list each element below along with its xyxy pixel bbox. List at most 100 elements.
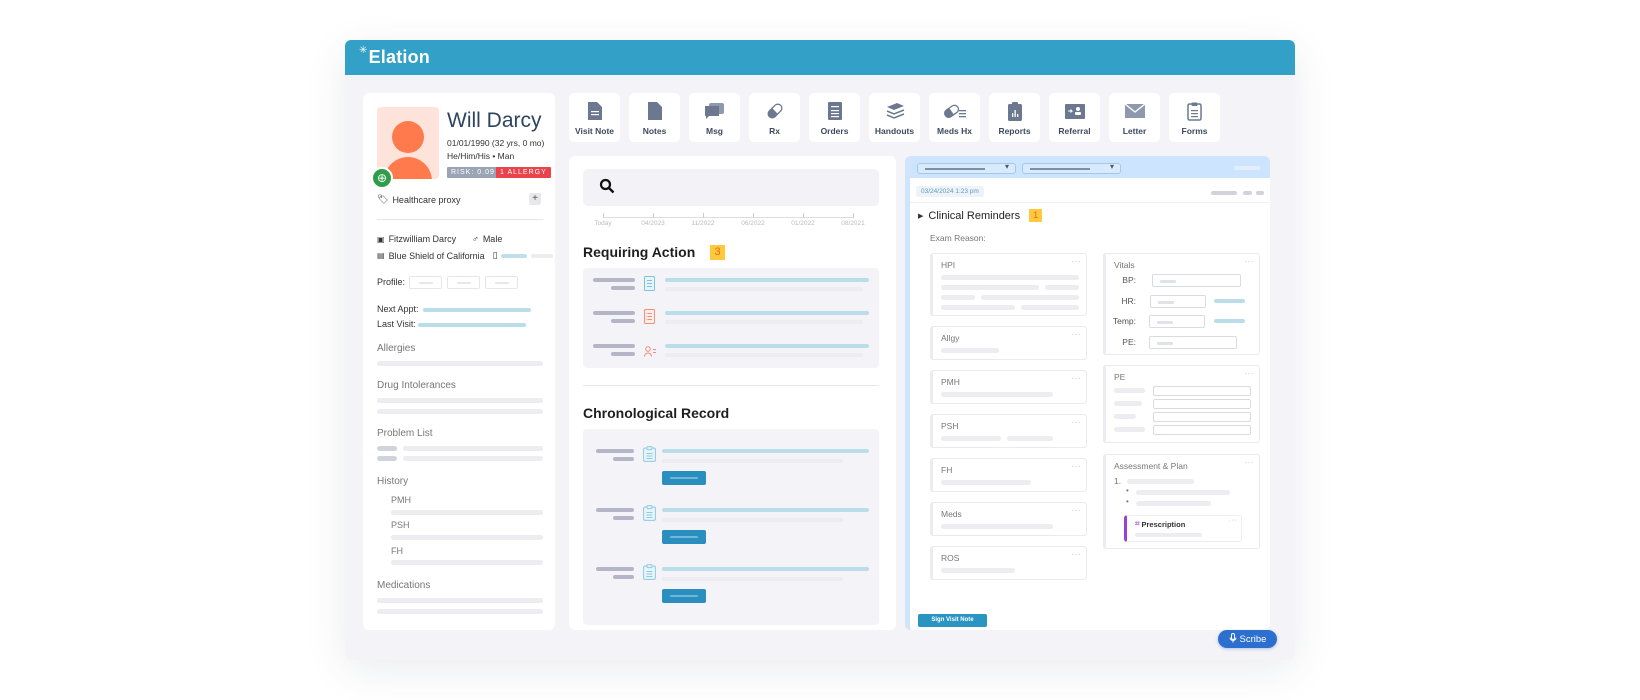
visit-timestamp[interactable]: 03/24/2024 1:23 pm <box>916 186 984 197</box>
search-input[interactable] <box>583 169 879 206</box>
timeline-label[interactable]: 01/2022 <box>791 220 815 227</box>
elation-logo[interactable]: ✳ Elation <box>359 45 430 67</box>
profile-slot[interactable] <box>447 276 480 289</box>
more-icon[interactable]: ··· <box>1228 517 1237 524</box>
contact-row: ▣ Fitzwilliam Darcy ♂ Male <box>377 234 503 244</box>
more-icon[interactable]: ··· <box>1071 374 1081 383</box>
placeholder-line <box>941 480 1031 485</box>
meds-card[interactable]: Meds ··· <box>930 502 1087 536</box>
pe-card[interactable]: PE ··· <box>1103 365 1260 443</box>
id-card-icon: ▣ <box>377 234 385 244</box>
timeline-label[interactable]: 04/2023 <box>641 220 665 227</box>
toolbar-msg[interactable]: Msg <box>689 93 740 142</box>
patient-task-icon <box>644 344 657 362</box>
last-visit-value[interactable] <box>418 323 526 327</box>
problem-list-heading[interactable]: Problem List <box>377 428 433 439</box>
timeline-tick <box>703 213 704 218</box>
toolbar-forms[interactable]: Forms <box>1169 93 1220 142</box>
pe-field[interactable] <box>1153 386 1251 396</box>
pe-field[interactable] <box>1153 425 1251 435</box>
toolbar-orders[interactable]: Orders <box>809 93 860 142</box>
more-icon[interactable]: ··· <box>1071 550 1081 559</box>
temp-input[interactable] <box>1149 315 1205 328</box>
chronological-record-list <box>583 429 879 625</box>
patient-pronouns: He/Him/His • Man <box>447 151 515 161</box>
fh-heading[interactable]: FH <box>391 546 403 556</box>
more-icon[interactable]: ··· <box>1071 330 1081 339</box>
profile-slot[interactable] <box>485 276 518 289</box>
hr-input[interactable] <box>1150 295 1206 308</box>
toolbar-referral[interactable]: Referral <box>1049 93 1100 142</box>
placeholder-line <box>377 456 397 461</box>
hpi-card[interactable]: HPI ··· <box>930 253 1087 316</box>
bp-input[interactable] <box>1152 274 1241 287</box>
sign-visit-note-button[interactable]: Sign Visit Note <box>918 614 987 627</box>
more-icon[interactable]: ··· <box>1071 418 1081 427</box>
notes-icon <box>629 101 680 121</box>
tag-icon: 🏷 <box>377 194 389 204</box>
psh-heading[interactable]: PSH <box>391 520 410 530</box>
placeholder-line <box>1256 191 1264 195</box>
more-icon[interactable]: ··· <box>1071 462 1081 471</box>
prescription-card[interactable]: ⌗ Prescription ··· <box>1124 515 1242 542</box>
record-action-button[interactable] <box>662 530 706 544</box>
chart-feed-panel: Today 04/2023 11/2022 06/2022 01/2022 08… <box>569 156 896 630</box>
meds-history-icon <box>929 101 980 121</box>
placeholder-line <box>403 456 543 461</box>
allergy-badge[interactable]: 1 ALLERGY <box>496 167 551 178</box>
more-icon[interactable]: ··· <box>1244 458 1254 467</box>
pmh-card[interactable]: PMH ··· <box>930 370 1087 404</box>
record-action-button[interactable] <box>662 471 706 485</box>
provider-dropdown[interactable] <box>1022 162 1121 174</box>
clinical-reminders-toggle[interactable]: ▶ Clinical Reminders 1 <box>918 209 1043 222</box>
pe-field[interactable] <box>1153 399 1251 409</box>
record-action-button[interactable] <box>662 589 706 603</box>
more-icon[interactable]: ··· <box>1071 257 1081 266</box>
scribe-button[interactable]: Scribe <box>1218 630 1277 648</box>
add-proxy-button[interactable]: + <box>529 193 541 205</box>
timeline-tick <box>603 213 604 218</box>
more-icon[interactable]: ··· <box>1244 369 1254 378</box>
next-appt-value[interactable] <box>423 308 531 312</box>
toolbar-meds-hx[interactable]: Meds Hx <box>929 93 980 142</box>
pmh-heading[interactable]: PMH <box>391 495 411 505</box>
toolbar-reports[interactable]: Reports <box>989 93 1040 142</box>
more-icon[interactable]: ··· <box>1071 506 1081 515</box>
placeholder-line <box>593 278 635 282</box>
timeline-label[interactable]: 06/2022 <box>741 220 765 227</box>
history-heading[interactable]: History <box>377 476 409 487</box>
toolbar-rx[interactable]: Rx <box>749 93 800 142</box>
allergy-card[interactable]: Allgy ··· <box>930 326 1087 360</box>
toolbar-handouts[interactable]: Handouts <box>869 93 920 142</box>
toolbar-letter[interactable]: Letter <box>1109 93 1160 142</box>
psh-card[interactable]: PSH ··· <box>930 414 1087 448</box>
message-icon <box>689 101 740 121</box>
timeline-axis[interactable] <box>603 217 853 218</box>
placeholder-line <box>662 508 869 512</box>
placeholder-line <box>1021 305 1079 310</box>
assessment-plan-card[interactable]: Assessment & Plan ··· 1. • • ⌗ Prescript… <box>1103 454 1260 549</box>
toolbar-notes[interactable]: Notes <box>629 93 680 142</box>
fh-card[interactable]: FH ··· <box>930 458 1087 492</box>
template-dropdown[interactable] <box>917 162 1016 174</box>
timeline-label[interactable]: 11/2022 <box>691 220 715 227</box>
more-icon[interactable]: ··· <box>1244 257 1254 266</box>
exam-reason-label[interactable]: Exam Reason: <box>930 233 986 243</box>
medications-heading[interactable]: Medications <box>377 580 431 591</box>
ros-card[interactable]: ROS ··· <box>930 546 1087 580</box>
avatar[interactable] <box>377 107 439 179</box>
allergies-heading[interactable]: Allergies <box>377 343 416 354</box>
placeholder-line <box>391 535 543 540</box>
timeline-label[interactable]: Today <box>594 220 612 227</box>
globe-icon[interactable]: ⊕ <box>371 167 393 189</box>
placeholder-line <box>981 295 1079 300</box>
drug-intolerances-heading[interactable]: Drug Intolerances <box>377 380 456 391</box>
pe-vital-input[interactable] <box>1149 336 1237 349</box>
pill-icon <box>749 101 800 121</box>
timeline-label[interactable]: 08/2021 <box>841 220 865 227</box>
profile-slot[interactable] <box>409 276 442 289</box>
pe-field[interactable] <box>1153 412 1251 422</box>
healthcare-proxy[interactable]: 🏷 Healthcare proxy <box>377 194 461 205</box>
placeholder-line <box>1045 285 1079 290</box>
toolbar-visit-note[interactable]: Visit Note <box>569 93 620 142</box>
